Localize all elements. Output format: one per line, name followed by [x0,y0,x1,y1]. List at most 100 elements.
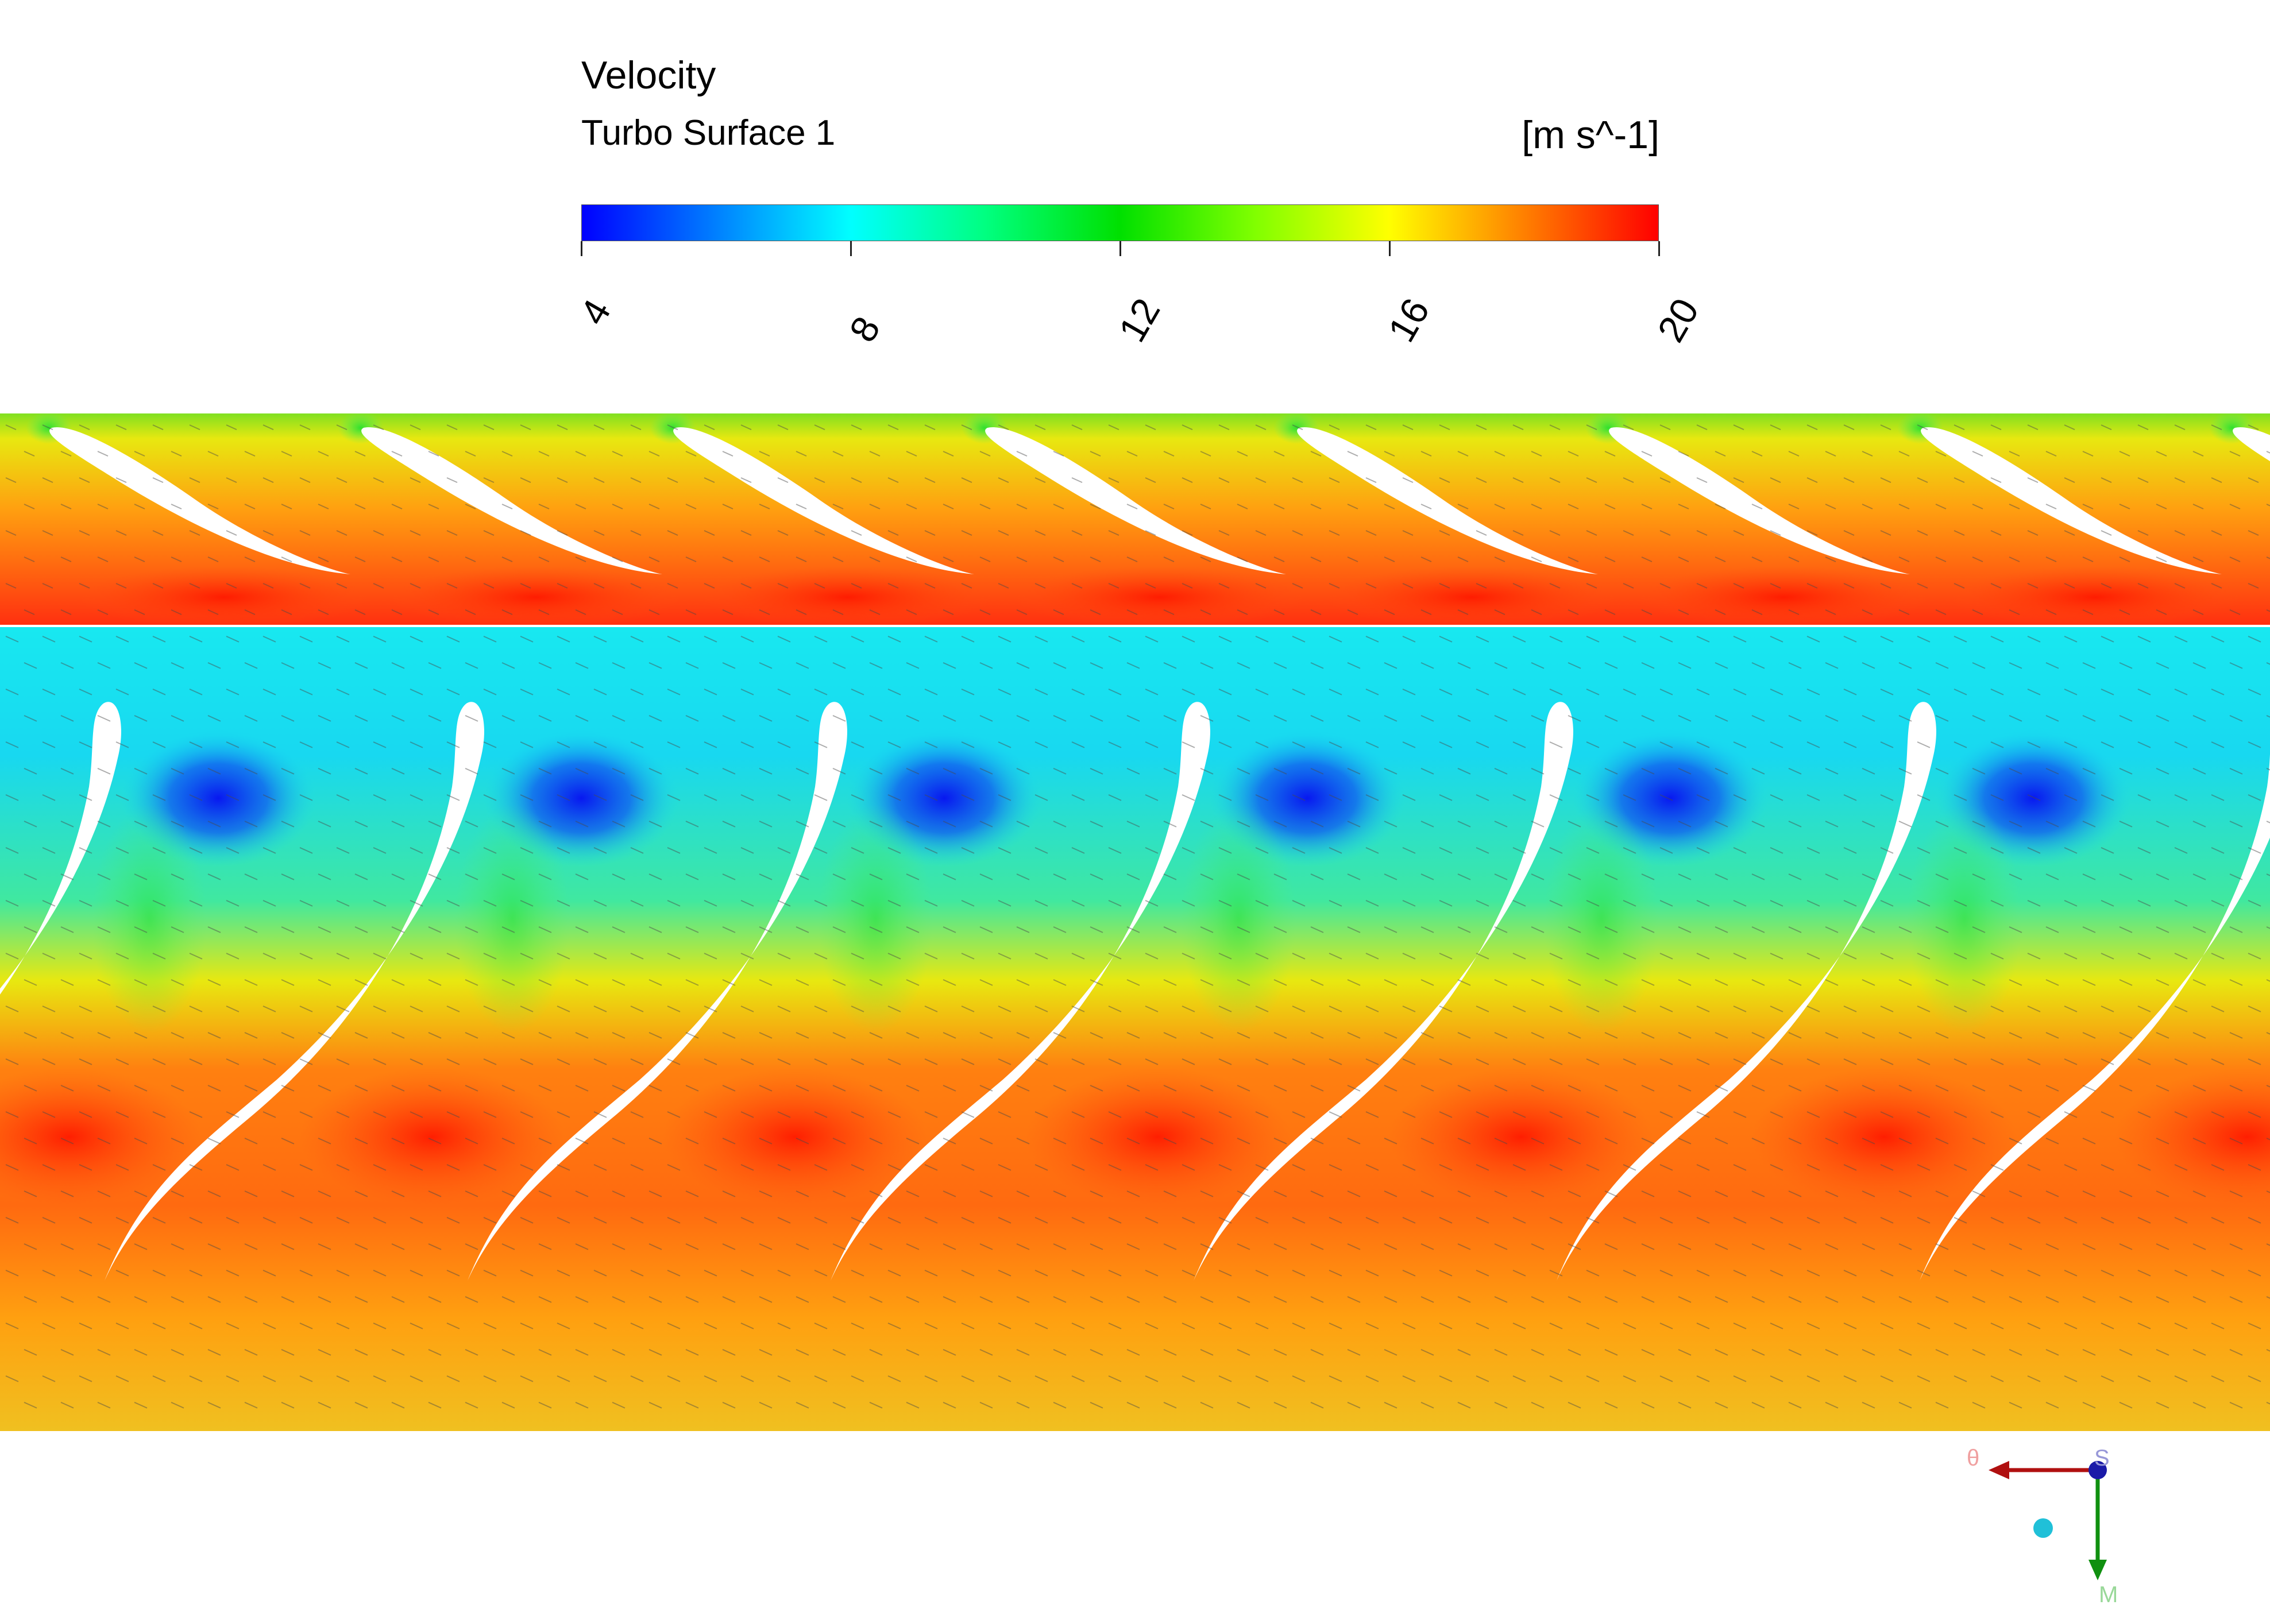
velocity-vector [207,1402,221,1409]
velocity-vector [244,821,258,828]
velocity-vector [869,1296,883,1303]
velocity-vector [483,636,497,643]
velocity-vector [336,530,348,536]
velocity-vector [1347,873,1361,880]
velocity-vector [667,424,678,431]
velocity-vector [2064,1375,2078,1382]
velocity-vector [2174,689,2188,695]
velocity-vector [2027,1164,2041,1171]
velocity-vector [2192,451,2204,457]
velocity-vector [2137,424,2149,431]
velocity-vector [1917,741,1931,748]
velocity-vector [1255,1270,1269,1277]
velocity-vector [1310,1085,1324,1092]
velocity-vector [244,1085,258,1092]
velocity-vector [299,1375,313,1382]
velocity-vector [410,847,423,854]
velocity-vector [2229,662,2243,669]
velocity-vector [501,609,513,616]
velocity-vector [1935,1085,1949,1092]
velocity-vector [814,847,828,854]
velocity-vector [299,477,311,484]
velocity-vector [612,1349,626,1356]
velocity-vector [2137,1058,2151,1065]
velocity-vector [1549,477,1561,484]
velocity-vector [1917,847,1931,854]
velocity-vector [1806,1111,1820,1118]
velocity-vector [465,1243,478,1250]
velocity-vector [961,1323,975,1329]
velocity-vector [428,873,442,880]
velocity-vector [557,689,570,695]
velocity-vector [1090,662,1103,669]
velocity-vector [1659,1375,1673,1382]
velocity-vector [1090,715,1103,722]
velocity-vector [446,1058,460,1065]
velocity-vector [318,1402,331,1409]
velocity-vector [1329,1323,1342,1329]
velocity-vector [354,451,366,457]
velocity-vector [24,1296,37,1303]
velocity-vector [1751,1085,1765,1092]
velocity-vector [391,1402,405,1409]
velocity-vector [299,794,313,801]
velocity-vector [1494,556,1505,563]
velocity-vector [538,609,550,616]
velocity-vector [2064,1006,2078,1012]
velocity-vector [1770,741,1783,748]
velocity-vector [1972,556,1983,563]
velocity-vector [1420,451,1432,457]
velocity-vector [961,1058,975,1065]
velocity-vector [1843,1006,1857,1012]
velocity-vector [226,583,237,589]
velocity-vector [465,662,478,669]
velocity-vector [1880,689,1894,695]
velocity-vector [998,477,1009,484]
velocity-vector [1163,556,1175,563]
velocity-vector [612,768,626,775]
velocity-vector [1715,451,1726,457]
velocity-vector [1310,768,1324,775]
velocity-vector [152,847,166,854]
upper-blade [673,427,974,574]
velocity-vector [134,1402,148,1409]
velocity-vector [2266,1032,2270,1035]
velocity-vector [226,1164,240,1171]
velocity-vector [1972,1349,1986,1356]
velocity-vector [2119,1349,2133,1356]
velocity-vector [1806,1217,1820,1224]
velocity-vector [1365,1323,1379,1329]
velocity-vector [998,1375,1012,1382]
velocity-vector [1696,794,1710,801]
velocity-vector [2137,689,2151,695]
velocity-vector [501,1032,515,1039]
velocity-vector [1604,1190,1618,1197]
velocity-vector [1457,1296,1471,1303]
velocity-vector [1880,847,1894,854]
velocity-vector [1329,583,1340,589]
velocity-vector [1457,768,1471,775]
velocity-vector [869,926,883,933]
transition-zone [1181,804,1296,1034]
velocity-vector [2211,953,2225,960]
velocity-vector [667,1270,681,1277]
velocity-vector [1512,530,1524,536]
velocity-vector [1512,741,1526,748]
velocity-vector [1788,504,1800,510]
velocity-vector [1347,451,1358,457]
velocity-vector [1586,953,1600,960]
velocity-vector [685,821,699,828]
lower-blade [0,702,121,995]
velocity-vector [759,1085,773,1092]
velocity-vector [1145,1375,1159,1382]
velocity-vector [1329,953,1342,960]
velocity-vector [1990,636,2004,643]
velocity-vector [1145,900,1159,907]
velocity-vector [1476,424,1487,431]
velocity-vector [1862,1243,1875,1250]
velocity-vector [1696,1058,1710,1065]
velocity-vector [943,1032,956,1039]
velocity-vector [336,847,350,854]
velocity-vector [2137,530,2149,536]
velocity-vector [1770,424,1781,431]
